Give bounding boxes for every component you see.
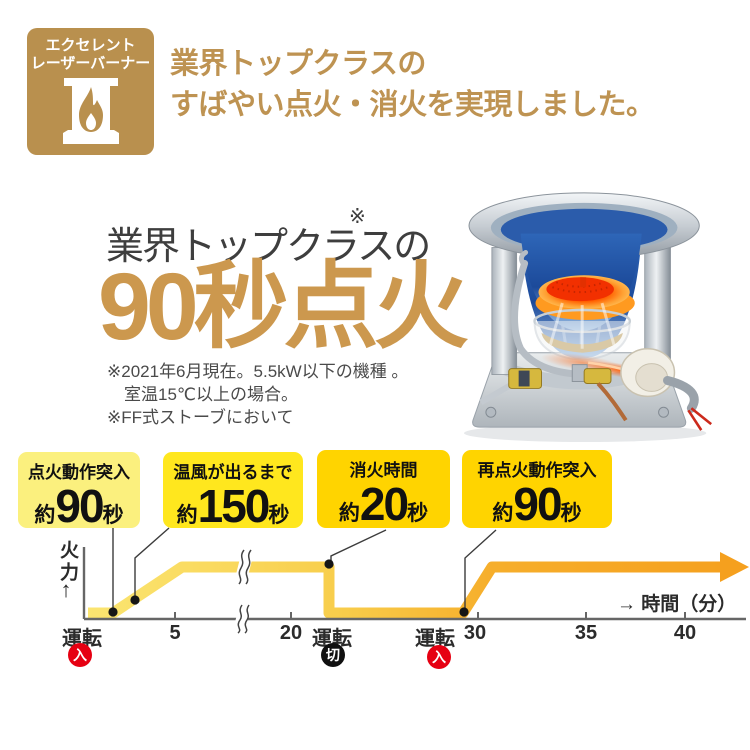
flame-power-chart bbox=[82, 527, 749, 636]
power-off-badge: 切 bbox=[321, 643, 345, 667]
callout-leader-lines bbox=[112, 527, 497, 609]
header-line2: すばやい点火・消火を実現しました。 bbox=[170, 89, 655, 121]
callout-value: 約 90 秒 bbox=[34, 483, 123, 529]
callout-unit: 秒 bbox=[407, 502, 429, 525]
footnotes: ※2021年6月現在。5.5kW以下の機種 。 室温15℃以上の場合。 ※FF式… bbox=[107, 360, 408, 429]
x-axis-ticks bbox=[174, 612, 686, 619]
callout-reignition-box: 再点火動作突入 約 90 秒 bbox=[462, 450, 612, 528]
data-point-ignition bbox=[108, 607, 118, 617]
callout-number: 90 bbox=[55, 480, 104, 532]
tick-label-run-2: 運転 bbox=[312, 628, 352, 650]
header-line1: 業界トップクラスの bbox=[170, 48, 426, 80]
data-point-warmair bbox=[130, 595, 140, 605]
header-copy: 業界トップクラスの すばやい点火・消火を実現しました。 bbox=[170, 44, 655, 126]
callout-number: 90 bbox=[513, 478, 562, 530]
footnote-line: ※FF式ストーブにおいて bbox=[107, 408, 294, 427]
callout-extinguish-box: 消火時間 約 20 秒 bbox=[317, 450, 450, 528]
line-arrow-head bbox=[720, 552, 749, 582]
tick-label-35: 35 bbox=[574, 622, 598, 644]
y-axis-arrow: ↑ bbox=[60, 577, 72, 602]
footnote-line: ※2021年6月現在。5.5kW以下の機種 。 bbox=[107, 362, 409, 381]
axis-break-mark bbox=[232, 603, 252, 636]
callout-ignition-box: 点火動作突入 約 90 秒 bbox=[18, 452, 140, 529]
tick-label-20: 20 bbox=[279, 622, 303, 644]
callout-approx: 約 bbox=[34, 504, 56, 527]
badge-label-line1: エクセレント bbox=[45, 37, 136, 54]
callout-approx: 約 bbox=[492, 502, 514, 525]
callout-unit: 秒 bbox=[268, 504, 290, 527]
flame-power-line bbox=[88, 561, 726, 619]
burner-flame-icon bbox=[62, 78, 119, 144]
callout-unit: 秒 bbox=[560, 502, 582, 525]
hero-subtitle: 業界トップクラスの bbox=[106, 226, 431, 268]
callout-number: 20 bbox=[359, 478, 409, 530]
callout-value: 約 90 秒 bbox=[492, 481, 581, 527]
callout-title: 点火動作突入 bbox=[28, 463, 130, 482]
tick-label-5: 5 bbox=[169, 622, 181, 644]
callout-title: 温風が出るまで bbox=[173, 463, 293, 482]
power-on-badge: 入 bbox=[427, 645, 451, 669]
tick-label-40: 40 bbox=[673, 622, 697, 644]
callout-approx: 約 bbox=[176, 504, 198, 527]
footnote-line: 室温15℃以上の場合。 bbox=[124, 385, 299, 404]
callout-title: 再点火動作突入 bbox=[477, 461, 597, 480]
hero-headline: 90秒点火 bbox=[98, 254, 469, 360]
tick-label-30: 30 bbox=[463, 622, 487, 644]
data-point-reignition bbox=[459, 607, 469, 617]
callout-value: 約 20 秒 bbox=[339, 481, 428, 527]
hero-reference-mark: ※ bbox=[349, 206, 366, 228]
data-point-extinguish bbox=[324, 559, 334, 569]
tick-label-run-3: 運転 bbox=[415, 628, 455, 650]
callout-number: 150 bbox=[197, 480, 271, 532]
callout-warmair-box: 温風が出るまで 約 150 秒 bbox=[163, 452, 303, 529]
callout-value: 約 150 秒 bbox=[177, 483, 290, 529]
power-on-badge: 入 bbox=[68, 643, 92, 667]
callout-title: 消火時間 bbox=[349, 461, 418, 480]
burner-cutaway-illustration bbox=[464, 192, 713, 443]
line-break-mark bbox=[233, 548, 255, 587]
badge-label-line2: レーザーバーナー bbox=[30, 55, 151, 72]
excellent-laser-burner-badge: エクセレント レーザーバーナー bbox=[27, 28, 154, 155]
x-axis-label: → 時間（分） bbox=[617, 594, 737, 615]
callout-unit: 秒 bbox=[102, 504, 124, 527]
callout-approx: 約 bbox=[338, 502, 360, 525]
y-axis-label: 火力 bbox=[57, 540, 78, 584]
